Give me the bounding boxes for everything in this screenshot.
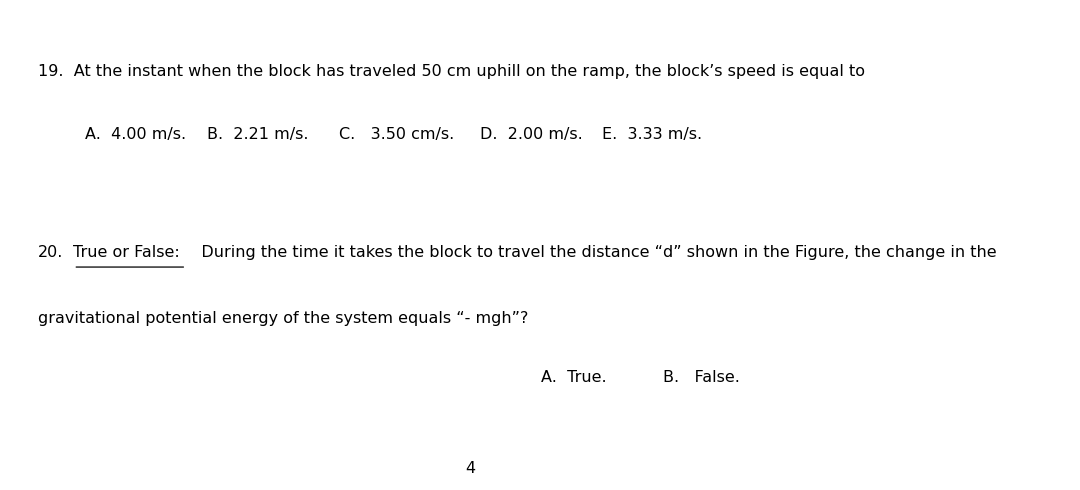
Text: A.  4.00 m/s.: A. 4.00 m/s.: [84, 127, 186, 143]
Text: C.   3.50 cm/s.: C. 3.50 cm/s.: [339, 127, 454, 143]
Text: 20.: 20.: [38, 245, 63, 260]
Text: During the time it takes the block to travel the distance “d” shown in the Figur: During the time it takes the block to tr…: [186, 245, 997, 260]
Text: B.  2.21 m/s.: B. 2.21 m/s.: [207, 127, 309, 143]
Text: D.  2.00 m/s.: D. 2.00 m/s.: [480, 127, 582, 143]
Text: E.  3.33 m/s.: E. 3.33 m/s.: [602, 127, 702, 143]
Text: 4: 4: [465, 461, 475, 476]
Text: A.  True.: A. True.: [541, 370, 607, 385]
Text: B.   False.: B. False.: [663, 370, 740, 385]
Text: gravitational potential energy of the system equals “- mgh”?: gravitational potential energy of the sy…: [38, 311, 528, 326]
Text: True or False:: True or False:: [73, 245, 180, 260]
Text: 19.  At the instant when the block has traveled 50 cm uphill on the ramp, the bl: 19. At the instant when the block has tr…: [38, 64, 865, 79]
